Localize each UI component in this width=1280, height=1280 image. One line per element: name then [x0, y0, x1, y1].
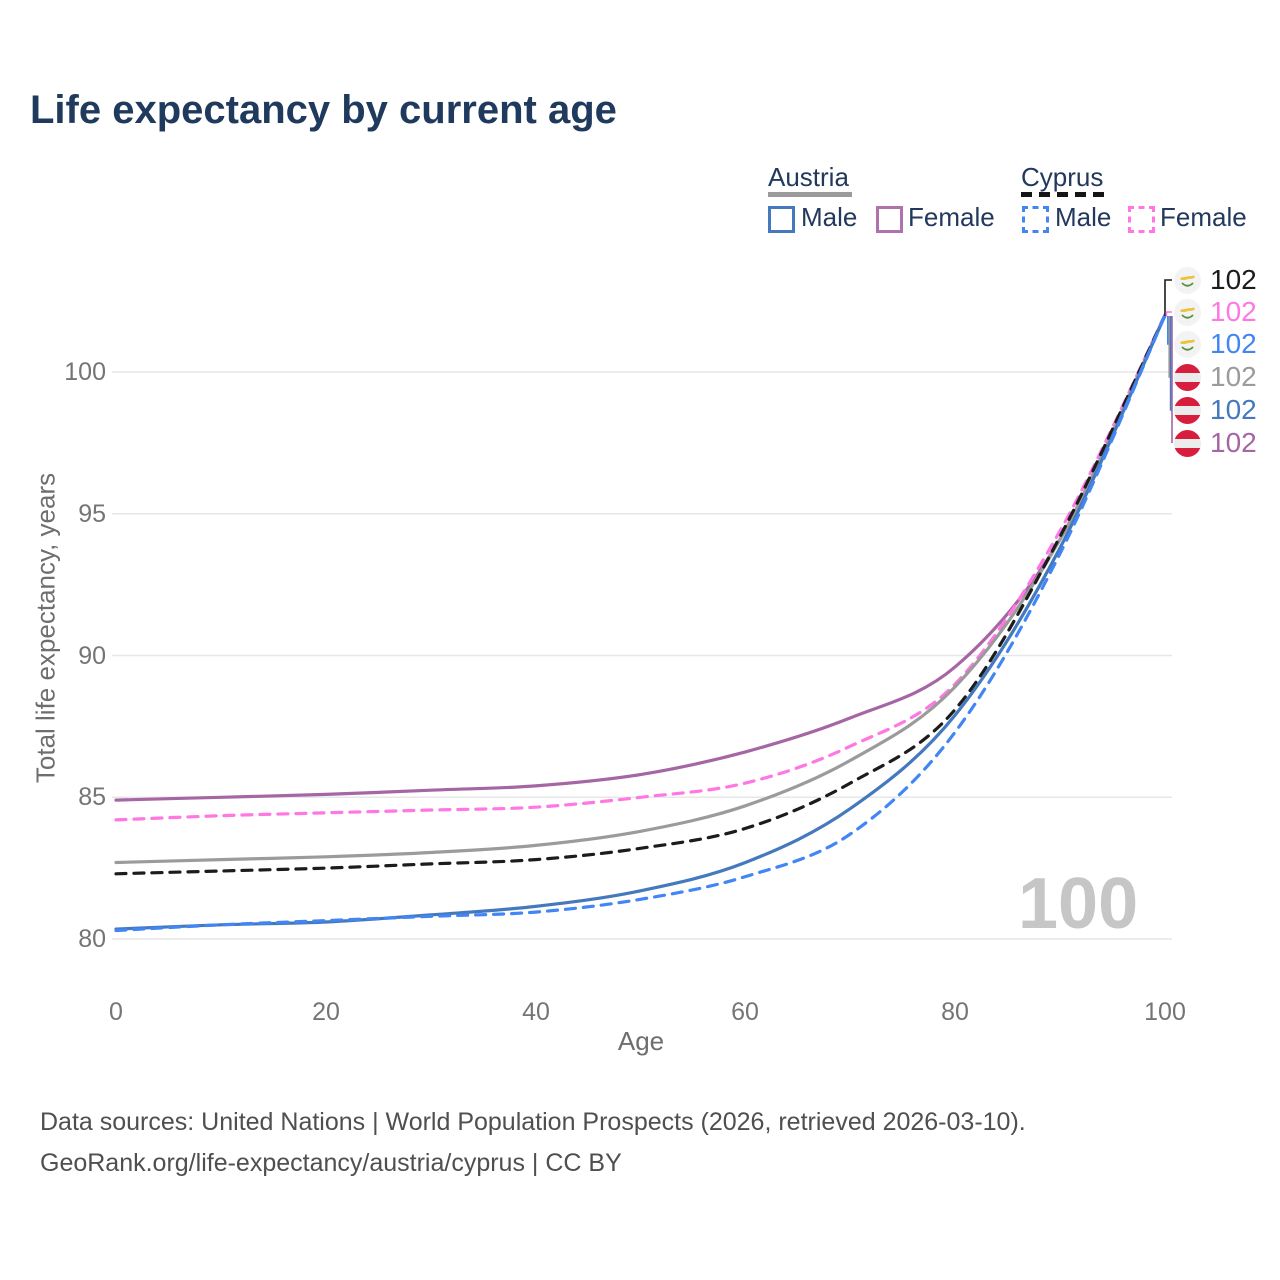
- series-line-austria-total: [114, 313, 1167, 865]
- series-line-austria-male: [114, 313, 1167, 931]
- leader-line-cyprus-total: [1164, 279, 1172, 316]
- end-label-austria-male: 102: [1174, 394, 1257, 426]
- series-line-austria-female: [114, 313, 1167, 802]
- end-label-austria-total: 102: [1174, 361, 1257, 393]
- legend-cyprus-header: Cyprus: [1021, 162, 1104, 192]
- y-tick-label: 100: [64, 358, 106, 386]
- legend-austria-header: Austria: [768, 162, 849, 192]
- series-line-cyprus-total: [114, 313, 1167, 876]
- austria-flag-icon: [1174, 363, 1201, 391]
- legend-austria-female-swatch[interactable]: [876, 206, 903, 233]
- x-tick-label: 0: [109, 998, 123, 1026]
- legend-cyprus-female-label[interactable]: Female: [1160, 202, 1247, 232]
- end-label-austria-female: 102: [1174, 427, 1257, 459]
- attribution-line: GeoRank.org/life-expectancy/austria/cypr…: [40, 1149, 622, 1177]
- austria-flag-icon: [1174, 429, 1201, 457]
- x-tick-label: 60: [731, 998, 759, 1026]
- end-label-value: 102: [1210, 361, 1257, 392]
- legend-cyprus-female-swatch[interactable]: [1128, 206, 1155, 233]
- y-tick-label: 90: [78, 642, 106, 670]
- age-watermark: 100: [1018, 864, 1139, 944]
- series-line-cyprus-male: [114, 313, 1167, 933]
- end-label-cyprus-female: 102: [1174, 296, 1257, 328]
- series-lines: [114, 313, 1167, 933]
- legend-austria-male-swatch[interactable]: [768, 206, 795, 233]
- cyprus-flag-icon: [1174, 330, 1201, 358]
- austria-flag-icon: [1174, 396, 1201, 424]
- x-tick-label: 100: [1144, 998, 1186, 1026]
- end-label-value: 102: [1210, 296, 1257, 327]
- page-title: Life expectancy by current age: [30, 88, 617, 132]
- y-tick-label: 80: [78, 925, 106, 953]
- legend-cyprus-male-swatch[interactable]: [1022, 206, 1049, 233]
- x-tick-label: 80: [941, 998, 969, 1026]
- legend-cyprus-male-label[interactable]: Male: [1055, 202, 1112, 232]
- cyprus-flag-icon: [1174, 266, 1201, 294]
- legend-austria-male-label[interactable]: Male: [801, 202, 858, 232]
- leader-lines: [1164, 279, 1173, 443]
- gridlines: [112, 371, 1172, 940]
- end-label-value: 102: [1210, 394, 1257, 425]
- legend-austria-female-label[interactable]: Female: [908, 202, 995, 232]
- cyprus-flag-art: [1180, 338, 1195, 351]
- cyprus-flag-art: [1180, 274, 1195, 287]
- end-label-value: 102: [1210, 328, 1257, 359]
- y-tick-label: 85: [78, 783, 106, 811]
- end-label-cyprus-total: 102: [1174, 264, 1257, 296]
- x-tick-label: 20: [312, 998, 340, 1026]
- data-source-line: Data sources: United Nations | World Pop…: [40, 1108, 1026, 1136]
- series-line-cyprus-female: [114, 313, 1167, 822]
- y-tick-label: 95: [78, 500, 106, 528]
- end-label-value: 102: [1210, 264, 1257, 295]
- x-tick-label: 40: [522, 998, 550, 1026]
- end-label-value: 102: [1210, 427, 1257, 458]
- cyprus-flag-icon: [1174, 298, 1201, 326]
- leader-line-cyprus-female: [1165, 311, 1172, 316]
- end-label-cyprus-male: 102: [1174, 328, 1257, 360]
- x-axis-title: Age: [617, 1026, 665, 1056]
- legend-austria-underline: [768, 192, 852, 197]
- legend-cyprus-underline: [1021, 192, 1105, 197]
- cyprus-flag-art: [1180, 306, 1195, 319]
